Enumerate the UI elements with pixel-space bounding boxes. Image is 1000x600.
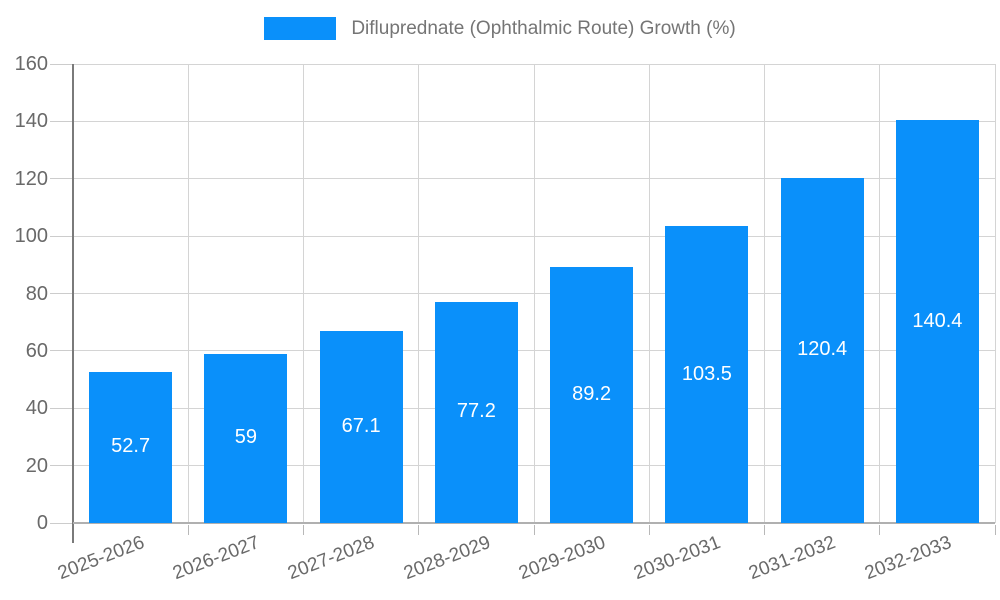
gridline-vertical (303, 64, 304, 523)
y-axis-tick (50, 407, 73, 409)
y-axis-tick-label: 140 (14, 110, 48, 133)
x-axis-category-label: 2031-2032 (746, 532, 839, 585)
x-axis-tick (533, 525, 535, 535)
y-axis-line (72, 64, 74, 543)
bar-2025-2026 (89, 371, 173, 523)
x-axis-tick (187, 525, 189, 535)
y-axis-tick-label: 80 (25, 282, 48, 305)
y-axis-tick-label: 60 (25, 339, 48, 362)
bar-value-label: 67.1 (341, 414, 381, 437)
x-axis-tick (648, 525, 650, 535)
bar-2029-2030 (550, 267, 634, 523)
y-axis-tick (50, 178, 73, 180)
x-axis-category-label: 2030-2031 (631, 532, 724, 585)
y-axis-tick-label: 160 (14, 53, 48, 75)
bar-value-label: 89.2 (572, 383, 612, 406)
x-axis-category-label: 2025-2026 (54, 532, 148, 585)
y-axis-tick-label: 40 (25, 397, 48, 420)
gridline-vertical (418, 64, 420, 523)
bar-value-label: 77.2 (456, 400, 496, 423)
x-axis-tick (764, 525, 765, 535)
x-axis-tick (994, 525, 996, 535)
bar-2031-2032 (780, 177, 864, 523)
gridline-vertical (648, 64, 650, 523)
x-axis-tick (303, 525, 304, 535)
bar-value-label: 52.7 (111, 435, 151, 458)
bar-2027-2028 (319, 330, 403, 523)
y-axis-tick (50, 465, 73, 467)
legend-series-label: Difluprednate (Ophthalmic Route) Growth … (351, 17, 736, 39)
y-axis-tick (50, 63, 73, 65)
bar-2028-2029 (434, 301, 518, 523)
y-axis-tick (50, 522, 73, 524)
x-axis-category-label: 2032-2033 (861, 532, 954, 585)
x-axis-category-label: 2028-2029 (400, 532, 493, 585)
y-axis-tick (50, 235, 73, 237)
y-axis-tick-label: 100 (14, 225, 48, 248)
bar-2030-2031 (665, 226, 749, 523)
gridline-vertical (879, 64, 881, 523)
x-axis-line (73, 522, 995, 524)
gridline-vertical (994, 64, 996, 523)
y-axis-tick (50, 120, 73, 122)
bar-2032-2033 (895, 120, 979, 523)
y-axis-tick-label: 0 (36, 512, 48, 534)
chart-legend: Difluprednate (Ophthalmic Route) Growth … (0, 17, 1000, 40)
bar-2026-2027 (204, 353, 288, 523)
x-axis-tick (879, 525, 881, 535)
y-axis-tick (50, 293, 73, 294)
x-axis-category-label: 2026-2027 (170, 532, 263, 585)
gridline-vertical (187, 64, 189, 523)
x-axis-category-label: 2029-2030 (515, 532, 609, 585)
bar-value-label: 140.4 (912, 309, 963, 332)
bar-value-label: 103.5 (681, 362, 732, 385)
bar-value-label: 59 (234, 426, 257, 449)
y-axis-tick (50, 350, 73, 352)
x-axis-category-label: 2027-2028 (285, 532, 378, 585)
y-axis-tick-label: 20 (25, 454, 48, 477)
bar-value-label: 120.4 (797, 338, 848, 361)
legend-swatch (264, 17, 337, 40)
gridline-vertical (533, 64, 535, 523)
x-axis-tick (418, 525, 420, 535)
y-axis-tick-label: 120 (14, 167, 48, 190)
gridline-vertical (764, 64, 765, 523)
